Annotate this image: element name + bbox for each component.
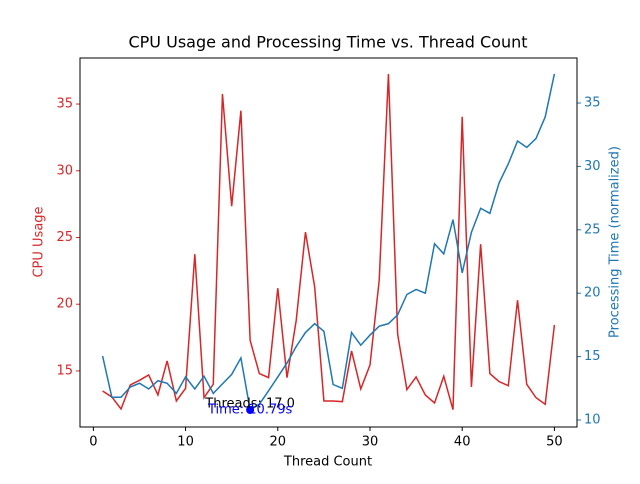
x-tick-label: 20 — [270, 435, 287, 450]
y-tick-label: 25 — [56, 230, 73, 245]
y2-tick-label: 30 — [584, 159, 601, 174]
x-tick-label: 0 — [89, 435, 97, 450]
y2-tick-label: 35 — [584, 96, 601, 111]
x-tick-label: 50 — [546, 435, 563, 450]
y2-tick-label: 15 — [584, 349, 601, 364]
x-tick-label: 40 — [454, 435, 471, 450]
series-line — [102, 73, 556, 411]
y2-axis-label: Processing Time (normalized) — [608, 146, 623, 338]
chart-title: CPU Usage and Processing Time vs. Thread… — [128, 33, 527, 52]
y-tick-label: 20 — [56, 297, 73, 312]
plot-frame — [79, 57, 578, 428]
x-tick-label: 10 — [177, 435, 194, 450]
annotation-text: Threads: 17.0 — [204, 397, 295, 412]
y2-tick-label: 10 — [584, 413, 601, 428]
x-tick-label: 30 — [362, 435, 379, 450]
y-axis-label: CPU Usage — [32, 206, 47, 277]
annotation-text: Time: 10.79s — [207, 403, 293, 418]
y2-tick-label: 20 — [584, 286, 601, 301]
y-tick-label: 35 — [56, 97, 73, 112]
y2-tick-label: 25 — [584, 222, 601, 237]
series-line — [101, 73, 556, 412]
y-tick-label: 15 — [56, 363, 73, 378]
y-tick-label: 30 — [56, 163, 73, 178]
x-axis-label: Thread Count — [283, 455, 372, 470]
annotation-marker — [246, 406, 255, 415]
